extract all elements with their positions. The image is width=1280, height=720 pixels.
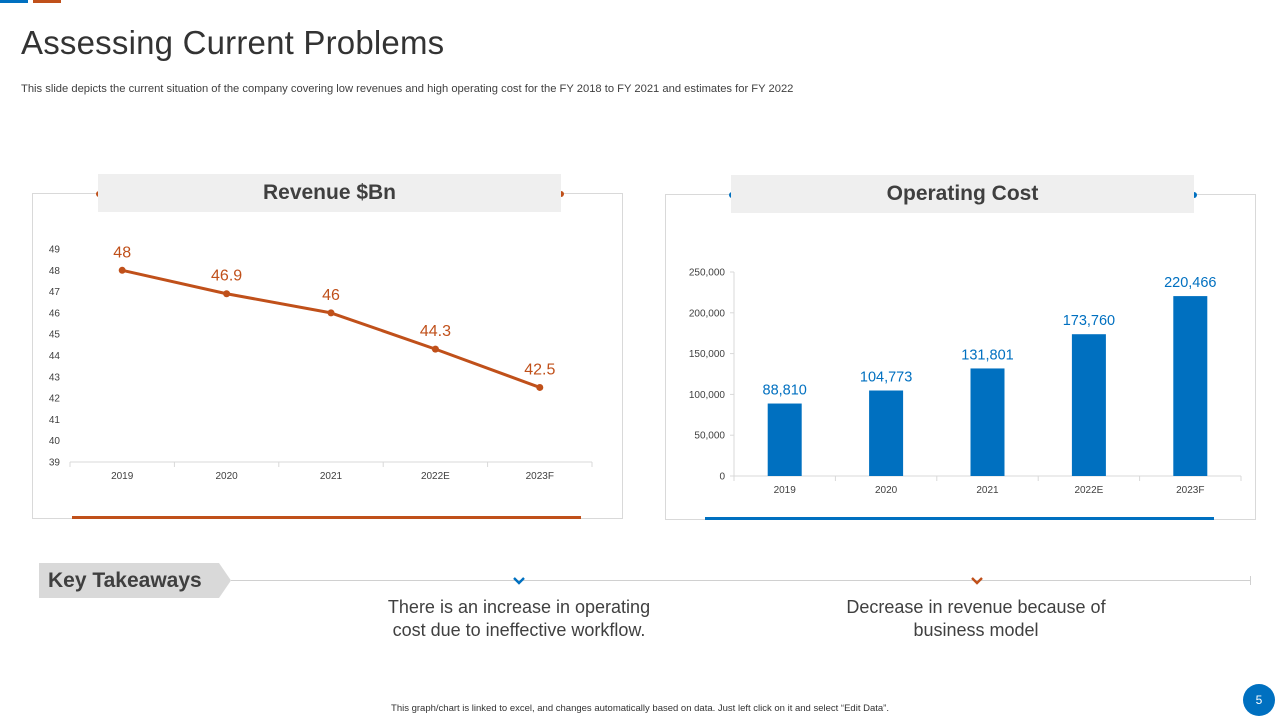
x-tick-label: 2023F bbox=[1176, 485, 1204, 496]
page-number-badge: 5 bbox=[1243, 684, 1275, 716]
y-tick-label: 40 bbox=[49, 436, 61, 447]
y-tick-label: 100,000 bbox=[689, 390, 726, 401]
operating-cost-bar-chart[interactable]: 0 50,000 100,000 150,000 200,000 250,000 88,81… bbox=[670, 260, 1250, 500]
y-tick-label: 150,000 bbox=[689, 349, 726, 360]
chevron-down-icon bbox=[513, 577, 525, 585]
revenue-data-label: 46.9 bbox=[211, 268, 242, 285]
x-tick-label: 2019 bbox=[774, 485, 797, 496]
x-tick-label: 2022E bbox=[1074, 485, 1103, 496]
takeaway-operating-cost: There is an increase in operating cost d… bbox=[387, 597, 651, 640]
x-tick-label: 2022E bbox=[421, 471, 450, 482]
accent-bar-orange bbox=[33, 0, 61, 3]
slide-subtitle: This slide depicts the current situation… bbox=[21, 83, 794, 95]
takeaway-revenue: Decrease in revenue because of business … bbox=[846, 597, 1106, 640]
y-tick-label: 49 bbox=[49, 245, 61, 256]
revenue-data-point bbox=[431, 345, 439, 353]
revenue-data-point bbox=[327, 309, 335, 317]
x-tick-label: 2020 bbox=[875, 485, 898, 496]
takeaway-divider-line bbox=[231, 580, 1250, 581]
page-title: Assessing Current Problems bbox=[21, 24, 445, 61]
footer-note: This graph/chart is linked to excel, and… bbox=[391, 703, 889, 714]
revenue-data-point bbox=[223, 290, 231, 298]
y-tick-label: 45 bbox=[49, 330, 61, 341]
operating-cost-bar bbox=[1173, 296, 1208, 476]
key-takeaways-label: Key Takeaways bbox=[39, 563, 231, 598]
revenue-chart-panel bbox=[32, 193, 623, 519]
operating-cost-chart-panel bbox=[665, 194, 1256, 520]
y-tick-label: 0 bbox=[719, 472, 725, 483]
revenue-header-dot-right bbox=[558, 191, 564, 197]
revenue-data-label: 46 bbox=[322, 287, 340, 304]
chevron-down-icon bbox=[971, 577, 983, 585]
operating-cost-bar bbox=[970, 368, 1005, 476]
takeaway-divider-end bbox=[1250, 576, 1251, 585]
operating-cost-bar bbox=[869, 390, 904, 476]
revenue-data-point bbox=[536, 383, 544, 391]
y-tick-label: 44 bbox=[49, 351, 61, 362]
opcost-underline bbox=[705, 517, 1214, 520]
revenue-underline bbox=[72, 516, 581, 519]
revenue-chart-title: Revenue $Bn bbox=[98, 174, 561, 212]
x-tick-label: 2023F bbox=[526, 471, 554, 482]
x-tick-label: 2021 bbox=[976, 485, 999, 496]
y-tick-label: 42 bbox=[49, 394, 61, 405]
y-tick-label: 39 bbox=[49, 458, 61, 469]
x-tick-label: 2021 bbox=[320, 471, 343, 482]
x-tick-label: 2020 bbox=[215, 471, 238, 482]
opcost-header-dot-right bbox=[1191, 192, 1197, 198]
y-tick-label: 48 bbox=[49, 266, 61, 277]
operating-cost-data-label: 131,801 bbox=[961, 347, 1013, 363]
y-tick-label: 200,000 bbox=[689, 308, 726, 319]
operating-cost-data-label: 220,466 bbox=[1164, 275, 1216, 291]
operating-cost-data-label: 104,773 bbox=[860, 370, 912, 386]
operating-cost-data-label: 88,810 bbox=[763, 383, 807, 399]
revenue-data-point bbox=[118, 266, 126, 274]
operating-cost-bar bbox=[767, 403, 802, 476]
revenue-line-chart[interactable]: 39 40 41 42 43 44 45 46 47 48 49 2019 2020 2021 2022E 2… bbox=[40, 240, 610, 490]
revenue-data-label: 44.3 bbox=[420, 323, 451, 340]
y-tick-label: 43 bbox=[49, 372, 61, 383]
key-takeaways-text: Key Takeaways bbox=[48, 568, 202, 592]
y-tick-label: 47 bbox=[49, 287, 61, 298]
x-tick-label: 2019 bbox=[111, 471, 134, 482]
accent-bar-blue bbox=[0, 0, 28, 3]
revenue-data-label: 48 bbox=[113, 244, 131, 261]
y-tick-label: 46 bbox=[49, 308, 61, 319]
operating-cost-data-label: 173,760 bbox=[1063, 313, 1115, 329]
y-tick-label: 41 bbox=[49, 415, 61, 426]
operating-cost-chart-title: Operating Cost bbox=[731, 175, 1194, 213]
y-tick-label: 250,000 bbox=[689, 268, 726, 279]
operating-cost-bar bbox=[1071, 334, 1106, 476]
y-tick-label: 50,000 bbox=[694, 431, 725, 442]
revenue-data-label: 42.5 bbox=[524, 361, 555, 378]
